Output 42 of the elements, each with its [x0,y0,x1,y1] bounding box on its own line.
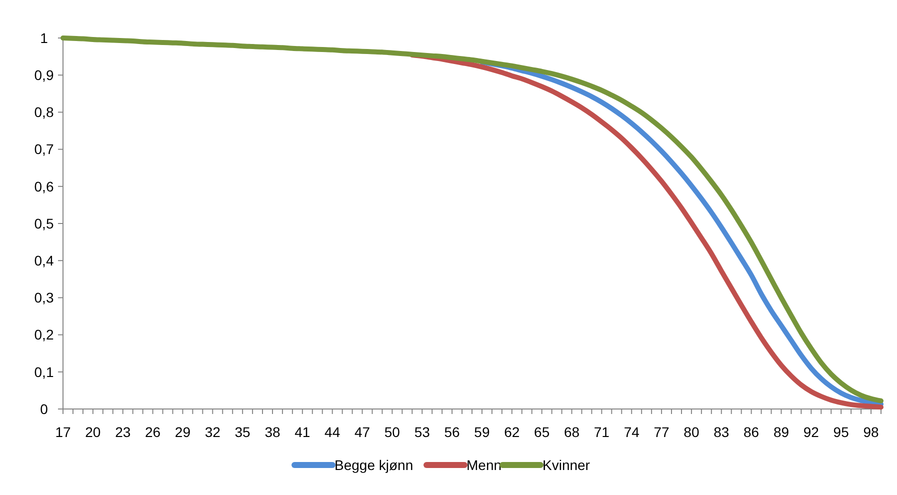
y-tick-label: 0,6 [34,178,54,194]
x-tick-label: 29 [174,424,191,440]
x-tick-label: 41 [294,424,310,440]
x-tick-label: 26 [144,424,161,440]
x-tick-label: 89 [773,424,790,440]
y-tick-label: 0,1 [34,364,54,380]
x-tick-label: 77 [654,424,670,440]
y-tick-label: 0 [40,400,48,417]
legend-label: Begge kjønn [334,456,414,473]
x-tick-label: 68 [564,424,580,440]
x-tick-label: 80 [684,424,700,440]
x-tick-label: 71 [594,424,610,440]
x-tick-label: 44 [324,424,340,440]
x-tick-label: 95 [833,424,850,440]
y-tick-label: 0,4 [34,252,54,268]
x-tick-label: 23 [115,424,131,440]
y-tick-label: 1 [40,30,48,46]
x-tick-label: 83 [714,424,730,440]
y-tick-label: 0,2 [34,326,54,343]
x-tick-label: 17 [55,424,71,440]
x-tick-label: 65 [534,424,550,440]
x-tick-label: 92 [803,424,820,440]
x-tick-label: 74 [624,424,640,440]
y-tick-label: 0,8 [34,104,54,120]
legend-label: Menn [466,456,502,473]
x-tick-label: 38 [264,424,280,440]
y-tick-label: 0,5 [34,215,54,232]
x-tick-label: 86 [744,424,760,440]
x-tick-label: 53 [414,424,430,440]
x-tick-label: 98 [863,424,880,440]
x-tick-label: 56 [444,424,460,440]
y-tick-label: 0,9 [34,67,54,83]
x-tick-label: 32 [204,424,221,440]
legend-label: Kvinner [542,456,590,473]
y-tick-label: 0,3 [34,290,54,306]
x-tick-label: 20 [85,424,101,440]
x-tick-label: 35 [234,424,251,440]
x-tick-label: 50 [384,424,400,440]
x-tick-label: 62 [504,424,520,440]
x-tick-label: 47 [354,424,370,440]
y-tick-label: 0,7 [34,141,54,158]
x-tick-label: 59 [474,424,490,440]
